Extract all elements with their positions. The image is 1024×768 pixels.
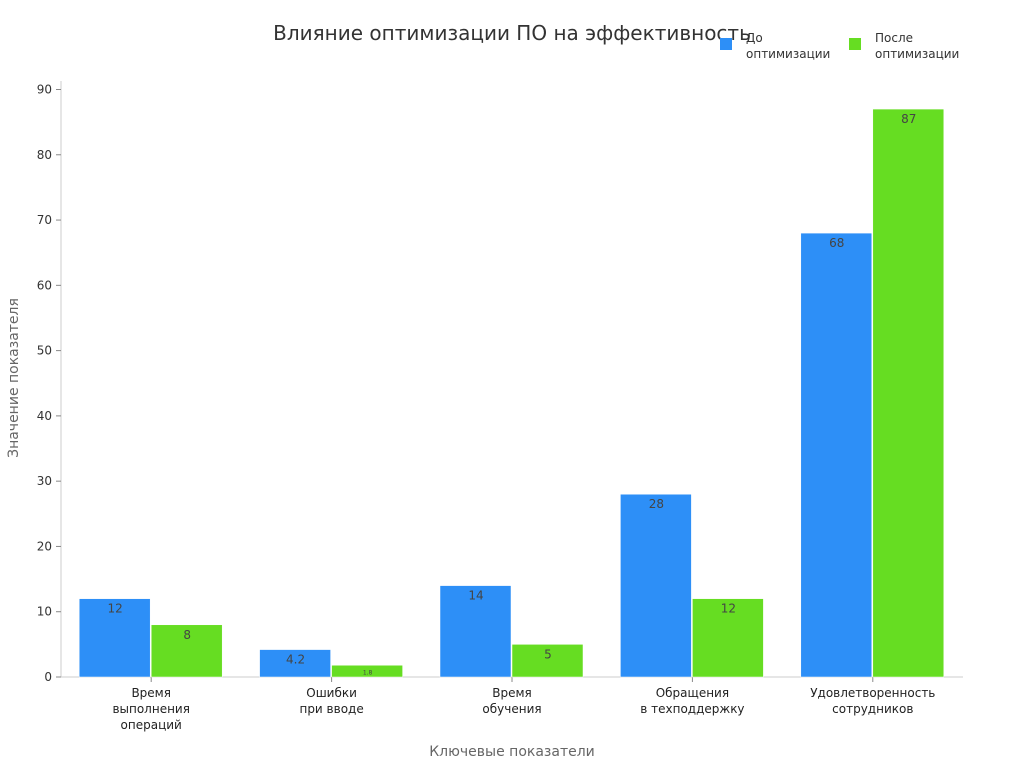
- bar-value-label: 12: [721, 602, 736, 616]
- x-axis-title: Ключевые показатели: [429, 744, 595, 760]
- y-tick-label: 70: [37, 213, 52, 227]
- legend: До оптимизации После оптимизации: [720, 31, 959, 61]
- y-tick-label: 50: [37, 344, 52, 358]
- legend-swatch: [720, 38, 732, 50]
- y-tick-label: 0: [44, 670, 52, 684]
- y-tick-label: 80: [37, 148, 52, 162]
- legend-swatch: [849, 38, 861, 50]
- bar: [511, 644, 584, 678]
- legend-label: До оптимизации: [746, 31, 830, 61]
- y-tick-label: 30: [37, 474, 52, 488]
- bar-value-label: 5: [544, 647, 552, 661]
- bar: [692, 598, 764, 678]
- bar: [78, 598, 151, 678]
- chart-title: Влияние оптимизации ПО на эффективность: [273, 21, 751, 45]
- y-tick-label: 20: [37, 539, 52, 553]
- x-tick-label: Время выполнения операций: [112, 686, 190, 732]
- bar-value-label: 4.2: [286, 653, 305, 667]
- x-tick-label: Удовлетворенность сотрудников: [810, 686, 935, 716]
- bar: [259, 649, 331, 678]
- bars: 12 8 4.2 1.8 14 5 28 12 68 87: [78, 108, 945, 678]
- axes: 0 10 20 30 40 50 60 70 80 90 Время выполнения операц…: [37, 81, 963, 732]
- bar-value-label: 87: [901, 112, 916, 126]
- bar: [439, 585, 512, 678]
- x-tick-label: Время обучения: [482, 686, 541, 716]
- bar-value-label: 12: [108, 602, 123, 616]
- bar: [620, 493, 692, 678]
- bar: [150, 624, 223, 678]
- bar: [872, 108, 945, 678]
- bar-value-label: 14: [468, 589, 483, 603]
- bar: [331, 665, 403, 678]
- bar-value-label: 68: [829, 236, 844, 250]
- y-tick-label: 90: [37, 83, 52, 97]
- bar: [800, 232, 873, 678]
- legend-label: После оптимизации: [875, 31, 959, 61]
- bar-value-label: 28: [649, 497, 664, 511]
- y-axis-title: Значение показателя: [6, 298, 22, 458]
- y-tick-label: 40: [37, 409, 52, 423]
- x-tick-label: Обращения в техподдержку: [640, 686, 744, 716]
- bar-value-label: 8: [183, 628, 191, 642]
- bar-value-label: 1.8: [363, 669, 373, 676]
- y-tick-label: 60: [37, 278, 52, 292]
- x-tick-label: Ошибки при вводе: [299, 686, 363, 716]
- y-tick-label: 10: [37, 605, 52, 619]
